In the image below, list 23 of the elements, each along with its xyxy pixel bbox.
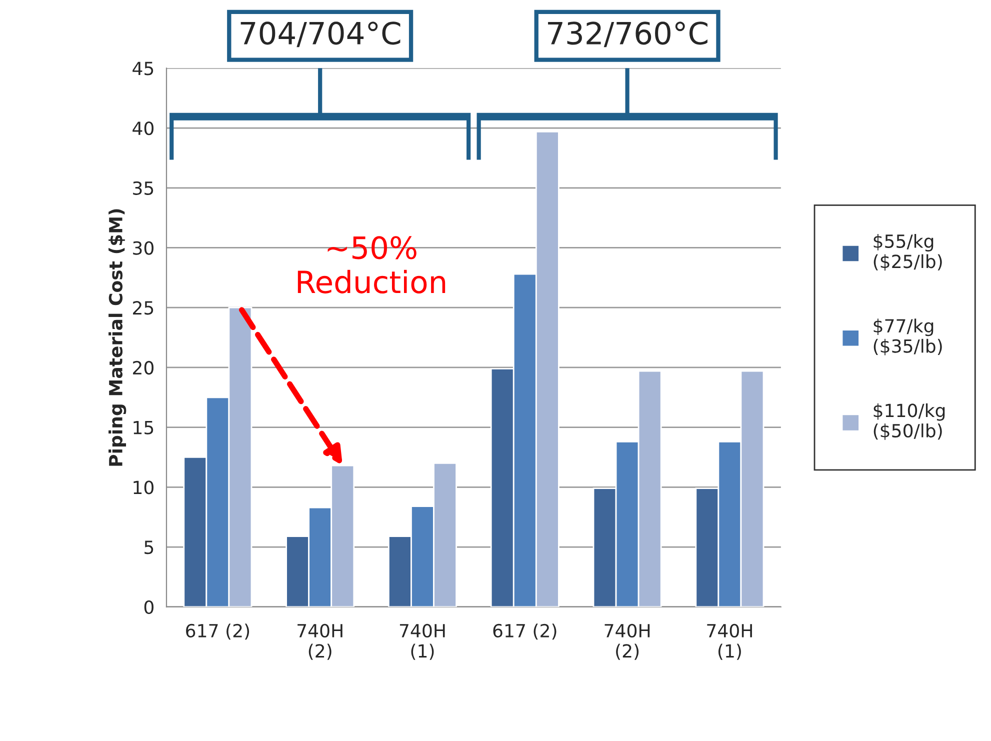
x-tick-label: 740H (2) — [604, 624, 650, 660]
y-tick-label: 20 — [133, 360, 154, 375]
x-tick-label: 740H (1) — [707, 624, 752, 660]
x-tick-label: 740H (1) — [400, 624, 445, 660]
y-tick-label: 35 — [133, 181, 154, 195]
y-tick-label: 45 — [132, 62, 154, 76]
x-tick-label: 617 (2) — [186, 624, 250, 640]
y-tick-label: 10 — [134, 480, 154, 494]
y-tick-label: 5 — [144, 540, 154, 554]
legend-label: $110/kg ($50/lb) — [874, 403, 945, 440]
y-tick-label: 15 — [134, 421, 154, 434]
y-tick-label: 40 — [132, 121, 154, 136]
y-axis-title: Piping Material Cost ($M) — [108, 209, 126, 466]
y-tick-label: 0 — [144, 600, 154, 614]
x-tick-label: 740H (2) — [298, 624, 342, 660]
text: 704/704°C — [240, 22, 400, 48]
legend-label: $77/kg ($35/lb) — [874, 318, 942, 356]
y-tick-label: 25 — [133, 301, 154, 315]
annotation: ~50% Reduction — [298, 236, 446, 294]
x-tick-label: 617 (2) — [493, 624, 556, 640]
legend-label: $55/kg ($25/lb) — [874, 234, 942, 271]
y-tick-label: 30 — [133, 241, 154, 255]
text: 732/760°C — [548, 22, 708, 48]
